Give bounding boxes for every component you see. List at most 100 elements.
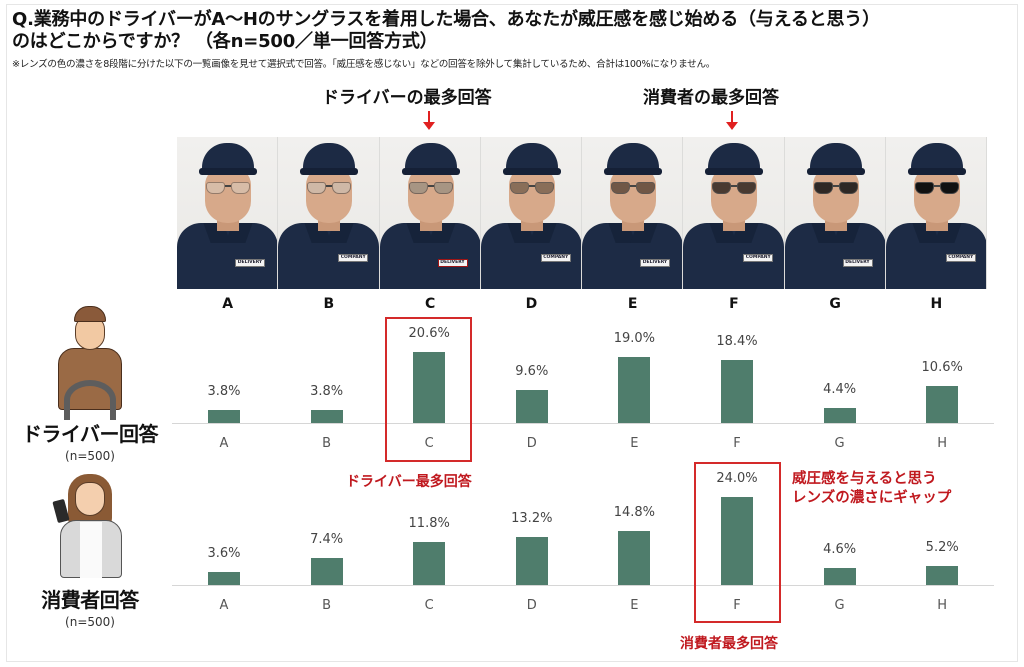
- bar: [413, 541, 446, 585]
- x-axis-tick-label: C: [424, 436, 434, 451]
- photo-e: DELIVERY: [582, 137, 684, 289]
- driver-persona: ドライバー回答 (n=500): [0, 304, 180, 463]
- driver-sample-size: (n=500): [65, 449, 115, 463]
- bar-value-label: 11.8%: [408, 515, 450, 531]
- bar: [823, 568, 856, 585]
- driver-most-label: ドライバー最多回答: [346, 474, 472, 490]
- x-axis-tick-label: H: [937, 436, 948, 451]
- bar-value-label: 18.4%: [716, 333, 758, 349]
- bar: [310, 557, 343, 585]
- x-axis-tick-label: F: [733, 598, 741, 613]
- title-line-2: のはどこからですか？ （各n=500／単一回答方式）: [12, 31, 438, 52]
- bar-value-label: 7.4%: [310, 531, 344, 547]
- consumer-bar-chart: 3.6% A 7.4% B 11.8% C 13.2% D 14.8% E 24.0% F 4.6% G 5…: [172, 462, 994, 622]
- bar: [618, 530, 651, 585]
- driver-most-callout: ドライバーの最多回答: [322, 88, 492, 108]
- photo-letter: A: [222, 296, 234, 312]
- x-axis-line: [172, 423, 994, 424]
- x-axis-tick-label: C: [424, 598, 434, 613]
- consumer-sample-size: (n=500): [65, 615, 115, 629]
- driver-persona-label: ドライバー回答: [21, 422, 159, 446]
- consumer-illustration-icon: [50, 470, 130, 580]
- consumer-most-callout: 消費者の最多回答: [643, 88, 779, 108]
- uniform-badge: DELIVERY: [437, 259, 468, 267]
- slide-frame: [6, 4, 1018, 662]
- x-axis-tick-label: G: [834, 598, 845, 613]
- uniform-badge: COMPANY: [338, 254, 369, 262]
- bar: [413, 351, 446, 423]
- photo-letter: G: [829, 296, 841, 312]
- gap-annotation-line-1: 威圧感を与えると思う: [792, 471, 937, 487]
- x-axis-tick-label: A: [219, 598, 229, 613]
- bar: [721, 359, 753, 423]
- consumer-highlight-box: [694, 462, 781, 623]
- x-axis-tick-label: B: [322, 598, 332, 613]
- photo-letter: D: [525, 296, 538, 312]
- bar: [926, 565, 959, 585]
- bar-column-e: 19.0% E: [583, 300, 685, 460]
- bar: [208, 571, 240, 585]
- bar: [208, 409, 240, 423]
- bar: [515, 536, 548, 585]
- bar-value-label: 10.6%: [921, 360, 963, 376]
- uniform-badge: COMPANY: [743, 254, 774, 262]
- x-axis-tick-label: A: [219, 436, 229, 451]
- x-axis-tick-label: E: [630, 436, 639, 451]
- uniform-badge: COMPANY: [945, 254, 976, 262]
- driver-bar-chart: 3.8% A 3.8% B 20.6% C 9.6% D 19.0% E 18.4% F 4.4% G 10…: [172, 300, 994, 460]
- sunglasses-icon: [509, 182, 554, 194]
- driver-illustration-icon: [50, 304, 130, 420]
- bar-column-c: 20.6% C: [378, 300, 480, 460]
- bar-column-g: 4.6% G: [789, 462, 891, 622]
- photo-letter: B: [323, 296, 335, 312]
- bar-value-label: 24.0%: [716, 470, 758, 486]
- arrow-down-icon: [423, 111, 435, 130]
- photo-letter: C: [424, 296, 436, 312]
- bar-column-d: 9.6% D: [481, 300, 583, 460]
- x-axis-tick-label: D: [526, 436, 537, 451]
- footnote: ※レンズの色の濃さを8段階に分けた以下の一覧画像を見せて選択式で回答。「威圧感を…: [12, 59, 716, 70]
- gap-annotation-line-2: レンズの濃さにギャップ: [792, 490, 952, 506]
- bar-value-label: 14.8%: [613, 504, 656, 520]
- bar-value-label: 13.2%: [511, 510, 553, 526]
- bar-value-label: 9.6%: [515, 363, 549, 379]
- sunglasses-icon: [914, 182, 959, 194]
- bar-column-c: 11.8% C: [378, 462, 480, 622]
- consumer-persona-label: 消費者回答: [41, 588, 139, 612]
- photo-d: COMPANY: [480, 137, 582, 289]
- x-axis-line: [172, 585, 994, 586]
- photo-a: DELIVERY: [177, 137, 279, 289]
- consumer-persona: 消費者回答 (n=500): [0, 470, 180, 629]
- bar-column-e: 14.8% E: [583, 462, 685, 622]
- photo-b: COMPANY: [278, 137, 380, 289]
- consumer-most-label: 消費者最多回答: [680, 636, 778, 652]
- bar: [310, 409, 343, 423]
- bar: [721, 496, 753, 585]
- bar-column-g: 4.4% G: [789, 300, 891, 460]
- bar-value-label: 19.0%: [613, 331, 656, 347]
- bar-column-h: 5.2% H: [891, 462, 993, 622]
- photo-h: COMPANY: [885, 137, 987, 289]
- x-axis-tick-label: E: [630, 598, 639, 613]
- bar-value-label: 5.2%: [925, 539, 959, 555]
- x-axis-tick-label: B: [322, 436, 332, 451]
- bar-column-f: 18.4% F: [686, 300, 788, 460]
- bar: [926, 386, 959, 423]
- bar-value-label: 4.4%: [823, 381, 857, 397]
- bar-column-a: 3.8% A: [173, 300, 275, 460]
- question-title: Q.業務中のドライバーがA～Hのサングラスを着用した場合、あなたが威圧感を感じ始…: [12, 9, 880, 53]
- bar: [823, 407, 856, 423]
- sunglasses-icon: [611, 182, 655, 194]
- gap-annotation: 威圧感を与えると思う レンズの濃さにギャップ: [792, 470, 951, 508]
- bar-column-h: 10.6% H: [891, 300, 993, 460]
- photo-letter: H: [930, 296, 943, 312]
- bar-column-d: 13.2% D: [481, 462, 583, 622]
- photo-letter-row: A B C D E F G H: [177, 296, 987, 312]
- bar-value-label: 20.6%: [408, 325, 450, 341]
- photo-f: COMPANY: [683, 137, 785, 289]
- sunglasses-icon: [307, 182, 352, 194]
- arrow-down-icon: [726, 111, 738, 130]
- bar-column-b: 3.8% B: [276, 300, 378, 460]
- bar-value-label: 3.8%: [310, 383, 344, 399]
- driver-highlight-box: [385, 317, 472, 462]
